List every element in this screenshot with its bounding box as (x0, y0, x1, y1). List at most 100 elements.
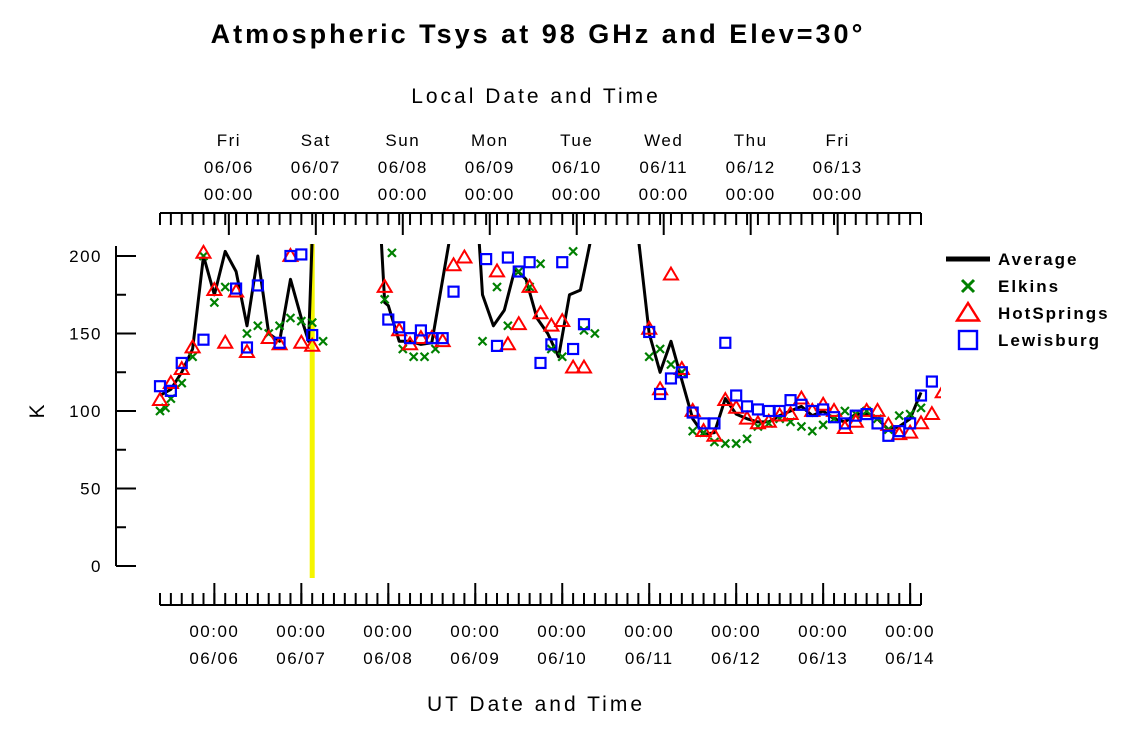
hotsprings-point (510, 315, 528, 331)
y-axis-title: K (26, 401, 49, 418)
lewisburg-point (164, 384, 177, 397)
lewisburg-point (230, 282, 243, 295)
elkins-point (579, 325, 589, 336)
elkins-point (220, 282, 231, 292)
hotsprings-point (825, 402, 843, 417)
elkins-point (742, 434, 752, 444)
legend-elkins-swatch (960, 278, 976, 294)
hotsprings-point (575, 358, 593, 374)
hotsprings-point (216, 333, 234, 349)
elkins-point (492, 282, 502, 292)
bottom-tick-date: 06/14 (885, 649, 935, 668)
bottom-tick-time: 00:00 (363, 622, 413, 641)
lewisburg-point (686, 406, 699, 419)
hotsprings-point (923, 405, 941, 420)
hotsprings-point (716, 391, 735, 407)
elkins-point (253, 320, 263, 331)
elkins-point (568, 246, 578, 257)
y-tick-label: 0 (91, 557, 102, 576)
axes: 0 50 100 150 200 Fri 06/06 00:00 Sat 06/07 00:00 Su… (69, 131, 935, 668)
elkins-point (709, 437, 720, 447)
elkins-point (176, 378, 187, 388)
lewisburg-point (240, 341, 254, 354)
bottom-tick-time: 00:00 (276, 622, 326, 641)
elkins-point (209, 297, 220, 308)
elkins-point (807, 426, 818, 436)
lewisburg-point (708, 417, 721, 430)
top-tick-day: Wed (644, 131, 683, 150)
y-tick-label: 150 (69, 325, 102, 344)
top-tick-day: Fri (825, 131, 849, 150)
lewisburg-point (523, 256, 536, 269)
elkins-point (419, 351, 430, 362)
hotsprings-point (531, 304, 550, 320)
series-lewisburg (153, 248, 938, 442)
lewisburg-point (490, 339, 504, 352)
lewisburg-point (251, 279, 264, 292)
elkins-point (840, 406, 850, 416)
elkins-point (666, 359, 676, 370)
lewisburg-point (751, 403, 765, 416)
hotsprings-point (238, 343, 256, 358)
lewisburg-point (414, 324, 428, 337)
hotsprings-point (705, 426, 724, 442)
average-line-segment (477, 244, 592, 359)
lewisburg-point (773, 404, 786, 418)
lewisburg-point (534, 356, 547, 370)
elkins-point (387, 248, 397, 258)
top-tick-time: 00:00 (552, 185, 602, 204)
now-marker (309, 244, 315, 578)
top-tick-day: Tue (560, 131, 593, 150)
elkins-point (916, 403, 926, 413)
hotsprings-point (738, 409, 756, 425)
hotsprings-point (901, 423, 919, 439)
lewisburg-point (860, 408, 873, 421)
lewisburg-point (675, 366, 688, 379)
bottom-axis-title: UT Date and Time (427, 693, 645, 716)
top-tick-day: Sun (385, 131, 420, 150)
hotsprings-point (183, 338, 202, 354)
lewisburg-point (175, 356, 188, 370)
elkins-point (731, 438, 741, 449)
hotsprings-point (292, 333, 311, 349)
lewisburg-point (730, 389, 743, 402)
elkins-point (307, 317, 317, 328)
lewisburg-point (871, 417, 884, 430)
elkins-point (187, 351, 198, 362)
lewisburg-point (577, 318, 591, 331)
lewisburg-point (197, 333, 210, 346)
bottom-tick-date: 06/12 (711, 649, 761, 668)
legend-average-label: Average (998, 250, 1078, 269)
elkins-point (242, 328, 252, 339)
top-tick-day: Fri (217, 131, 241, 150)
legend: Average Elkins HotSprings Lewisburg (946, 250, 1108, 351)
hotsprings-point (455, 248, 474, 264)
lewisburg-point (664, 372, 678, 385)
bottom-tick-time: 00:00 (798, 622, 848, 641)
lewisburg-point (480, 253, 493, 266)
hotsprings-point (499, 335, 517, 351)
lewisburg-point (914, 389, 928, 402)
lewisburg-point (719, 336, 732, 349)
top-tick-time: 00:00 (291, 185, 341, 204)
y-tick-label: 100 (69, 402, 102, 421)
lewisburg-point (447, 285, 460, 298)
hotsprings-point (259, 329, 278, 345)
hotsprings-point (727, 398, 745, 414)
bottom-tick-date: 06/09 (450, 649, 500, 668)
elkins-point (535, 258, 546, 269)
bottom-tick-date: 06/06 (189, 649, 239, 668)
hotsprings-point (770, 406, 789, 422)
bottom-tick-date: 06/07 (276, 649, 326, 668)
hotsprings-point (433, 332, 452, 348)
top-tick-time: 00:00 (726, 185, 776, 204)
hotsprings-point (792, 389, 811, 405)
lewisburg-point (838, 417, 852, 430)
lewisburg-point (501, 251, 514, 264)
elkins-point (296, 316, 307, 326)
y-tick-label: 50 (80, 480, 102, 499)
bottom-tick-date: 06/11 (625, 649, 674, 668)
y-tick-label: 200 (69, 247, 102, 266)
elkins-point (155, 406, 165, 416)
